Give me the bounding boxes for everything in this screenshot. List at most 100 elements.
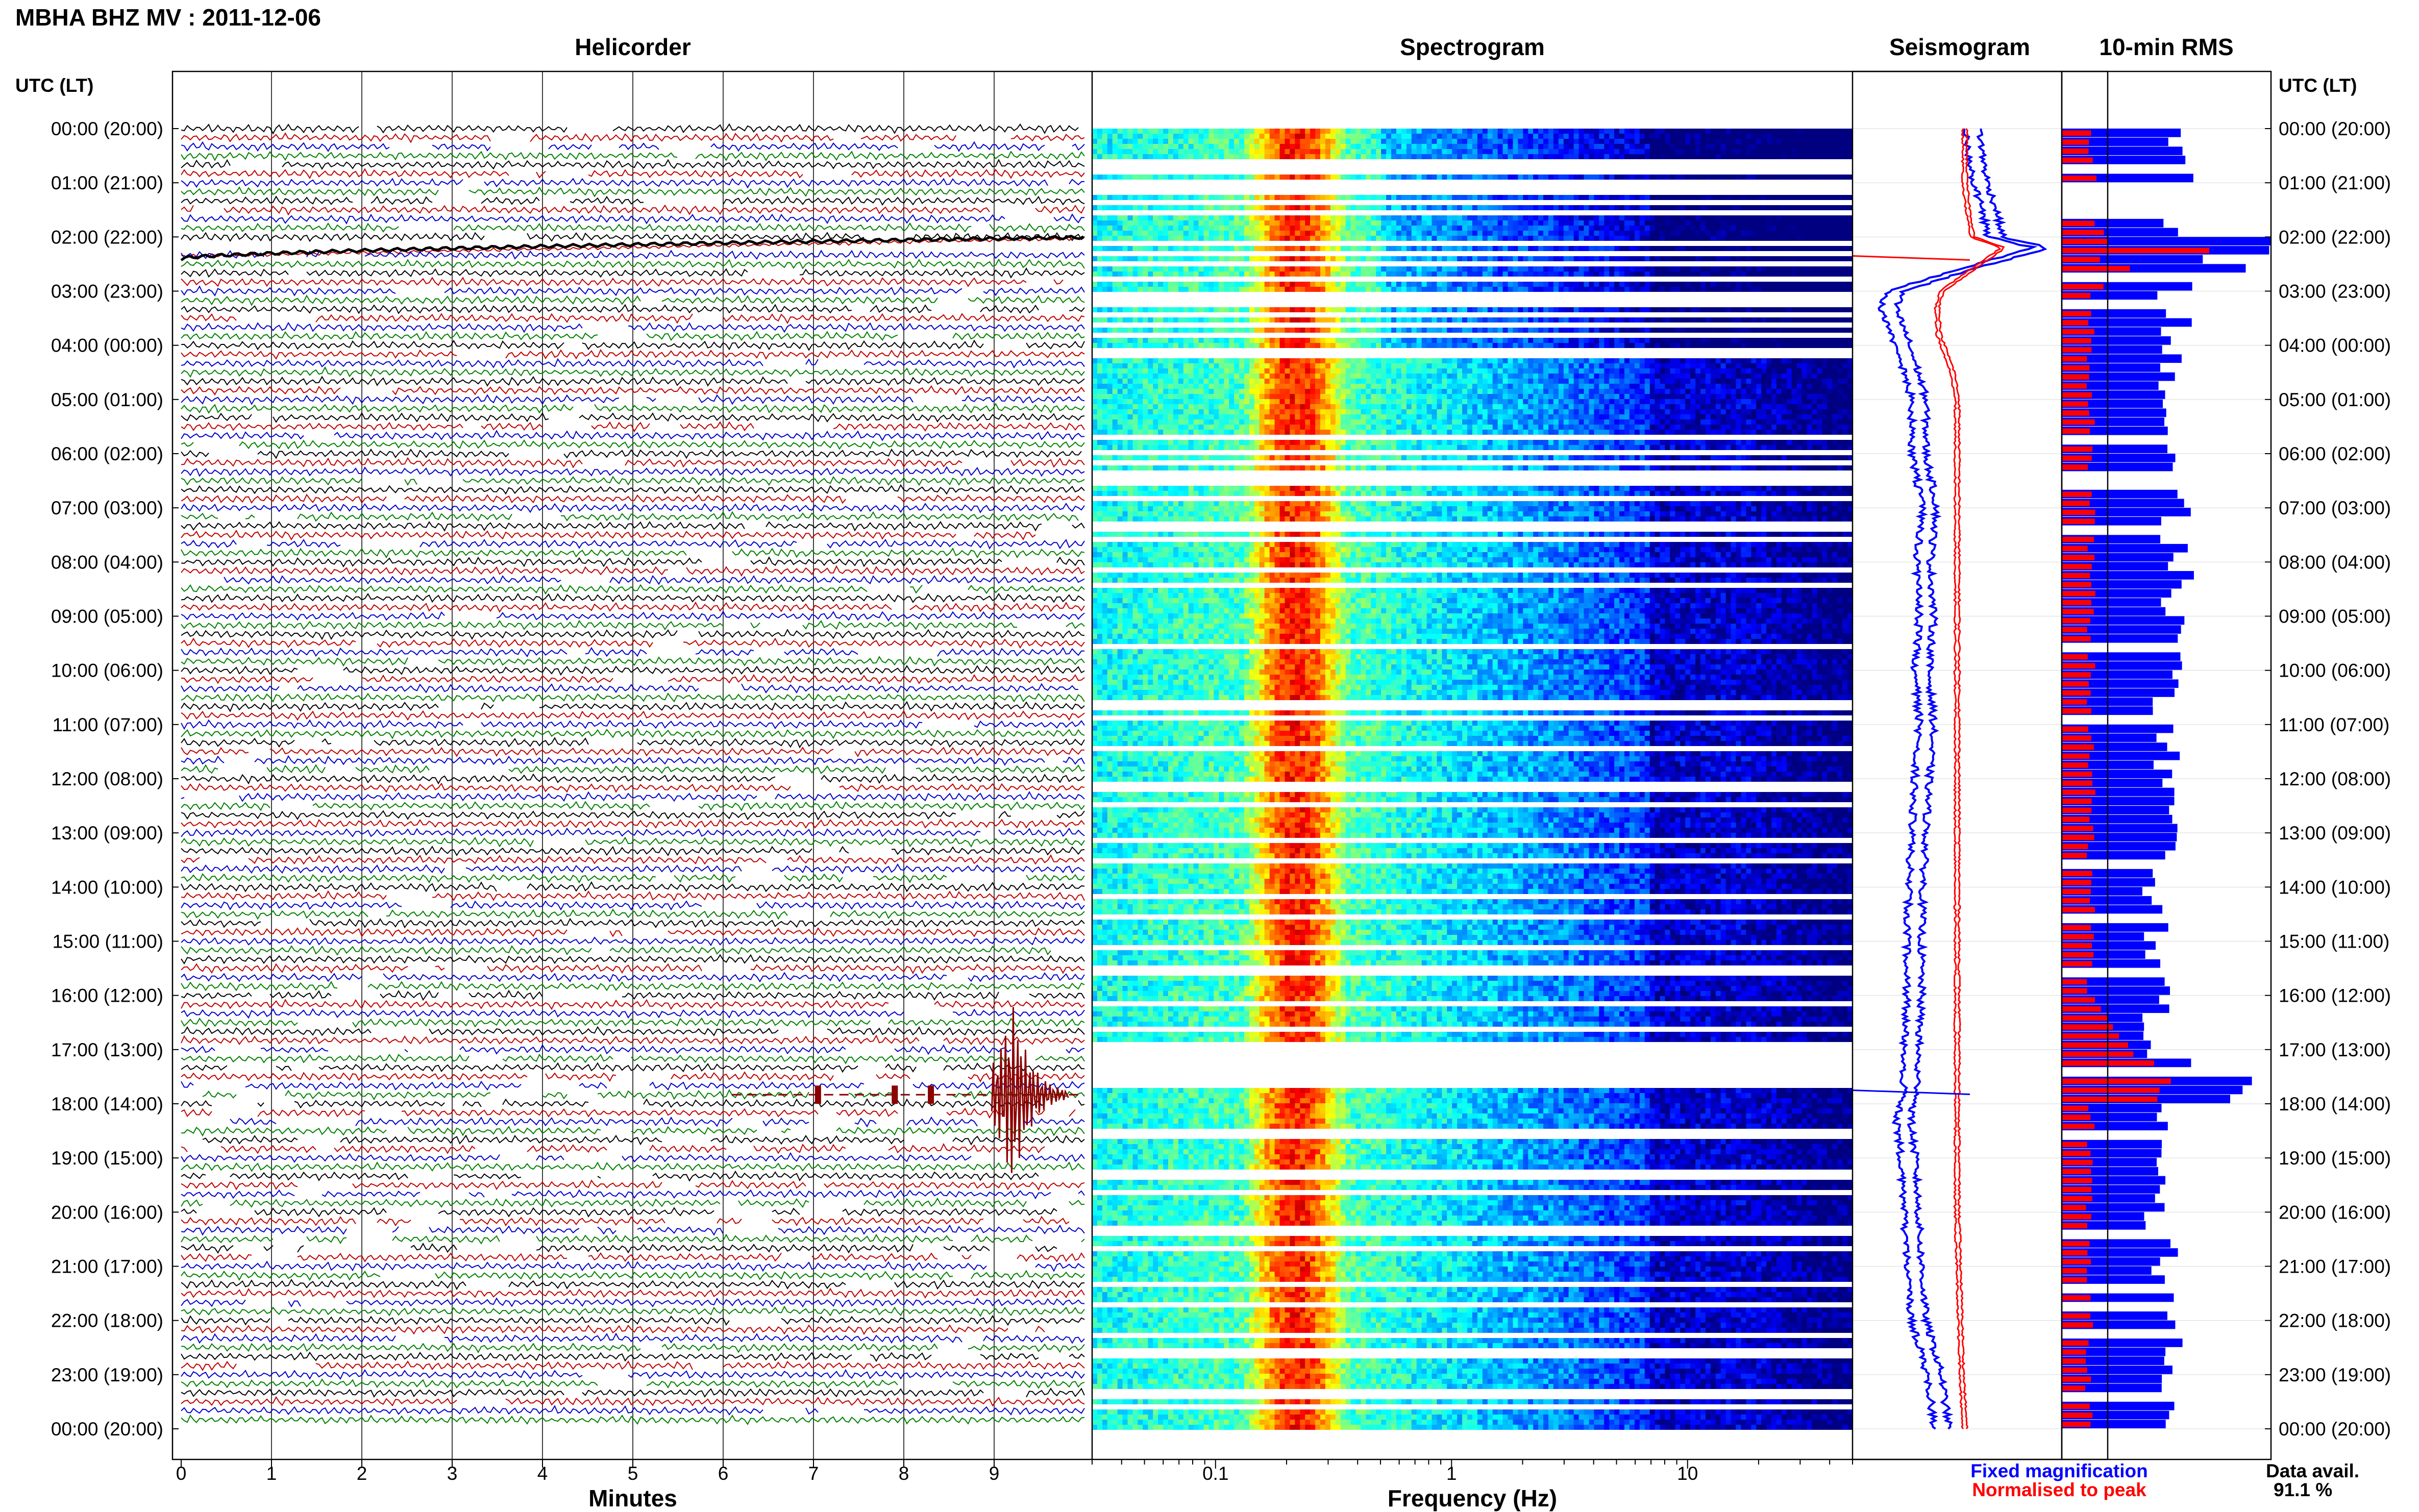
spectrogram-cell	[1523, 149, 1528, 154]
spectrogram-cell	[1143, 129, 1148, 134]
spectrogram-cell	[1559, 139, 1564, 144]
spectrogram-cell	[1782, 134, 1787, 139]
spectrogram-cell	[1249, 139, 1255, 144]
spectrogram-cell	[1822, 149, 1828, 154]
spectrogram-cell	[1766, 154, 1772, 159]
spectrogram-cell	[1792, 154, 1797, 159]
spectrogram-cell	[1189, 129, 1194, 134]
spectrogram-cell	[1533, 154, 1539, 159]
spectrogram-cell	[1113, 129, 1118, 134]
spectrogram-cell	[1655, 129, 1661, 134]
spectrogram-cell	[1842, 154, 1848, 159]
spectrogram-cell	[1275, 149, 1280, 154]
spectrogram-cell	[1123, 144, 1128, 149]
spectrogram-cell	[1199, 149, 1204, 154]
spectrogram-cell	[1290, 139, 1295, 144]
spectrogram-cell	[1401, 149, 1407, 154]
spectrogram-cell	[1234, 149, 1240, 154]
spectrogram-cell	[1523, 134, 1528, 139]
spectrogram-cell	[1594, 139, 1599, 144]
spectrogram-cell	[1746, 149, 1751, 154]
spectrogram-cell	[1706, 129, 1711, 134]
spectrogram-cell	[1138, 149, 1143, 154]
spectrogram-cell	[1807, 134, 1813, 139]
spectrogram-cell	[1158, 154, 1164, 159]
spectrogram-cell	[1341, 144, 1346, 149]
spectrogram-cell	[1244, 149, 1250, 154]
spectrogram-cell	[1721, 154, 1726, 159]
spectrogram-cell	[1254, 175, 1260, 180]
spectrogram-cell	[1614, 139, 1620, 144]
spectrogram-cell	[1280, 149, 1286, 154]
spectrogram-cell	[1721, 144, 1726, 149]
spectrogram-cell	[1832, 139, 1838, 144]
spectrogram-cell	[1604, 154, 1610, 159]
spectrogram-cell	[1123, 134, 1128, 139]
spectrogram-cell	[1447, 154, 1452, 159]
spectrogram-cell	[1650, 134, 1656, 139]
seismogram-title: Seismogram	[1889, 34, 2030, 60]
spectrogram-cell	[1325, 144, 1331, 149]
spectrogram-cell	[1660, 139, 1666, 144]
spectrogram-cell	[1128, 144, 1133, 149]
spectrogram-cell	[1178, 134, 1184, 139]
spectrogram-cell	[1239, 175, 1245, 180]
spectrogram-cell	[1305, 139, 1311, 144]
rms-title: 10-min RMS	[2099, 34, 2233, 60]
spectrogram-cell	[1244, 175, 1250, 180]
spectrogram-cell	[1209, 154, 1215, 159]
spectrogram-cell	[1300, 129, 1305, 134]
spectrogram-cell	[1543, 134, 1549, 139]
spectrogram-cell	[1594, 134, 1599, 139]
spectrogram-cell	[1107, 154, 1113, 159]
spectrogram-cell	[1756, 129, 1762, 134]
spectrogram-cell	[1224, 175, 1229, 180]
spectrogram-cell	[1214, 139, 1219, 144]
spectrogram-cell	[1766, 134, 1772, 139]
spectrogram-cell	[1624, 139, 1630, 144]
spectrogram-cell	[1640, 154, 1645, 159]
spectrogram-cell	[1564, 149, 1569, 154]
spectrogram-cell	[1508, 154, 1514, 159]
spectrogram-cell	[1756, 139, 1762, 144]
spectrogram-cell	[1574, 149, 1579, 154]
spectrogram-cell	[1280, 129, 1286, 134]
spectrogram-cell	[1118, 139, 1123, 144]
spectrogram-cell	[1726, 149, 1732, 154]
spectrogram-cell	[1670, 154, 1675, 159]
spectrogram-cell	[1128, 149, 1133, 154]
spectrogram-cell	[1736, 149, 1742, 154]
spectrogram-cell	[1285, 144, 1291, 149]
spectrogram-cell	[1670, 139, 1675, 144]
spectrogram-cell	[1766, 139, 1772, 144]
spectrogram-cell	[1538, 149, 1544, 154]
spectrogram-cell	[1630, 139, 1635, 144]
spectrogram-cell	[1630, 149, 1635, 154]
spectrogram-cell	[1336, 134, 1341, 139]
spectrogram-cell	[1239, 149, 1245, 154]
spectrogram-cell	[1736, 134, 1742, 139]
spectrogram-cell	[1457, 154, 1463, 159]
spectrogram-cell	[1320, 175, 1326, 180]
spectrogram-cell	[1325, 134, 1331, 139]
spectrogram-cell	[1706, 144, 1711, 149]
spectrogram-cell	[1214, 129, 1219, 134]
spectrogram-cell	[1097, 175, 1103, 180]
spectrogram-cell	[1391, 149, 1397, 154]
spectrogram-cell	[1214, 154, 1219, 159]
spectrogram-cell	[1432, 134, 1438, 139]
spectrogram-cell	[1635, 144, 1640, 149]
spectrogram-cell	[1346, 154, 1351, 159]
spectrogram-cell	[1711, 139, 1716, 144]
spectrogram-cell	[1766, 129, 1772, 134]
spectrogram-cell	[1341, 175, 1346, 180]
spectrogram-cell	[1472, 139, 1478, 144]
spectrogram-cell	[1107, 149, 1113, 154]
spectrogram-cell	[1731, 154, 1737, 159]
spectrogram-cell	[1564, 154, 1569, 159]
spectrogram-cell	[1604, 129, 1610, 134]
spectrogram-cell	[1229, 139, 1235, 144]
spectrogram-cell	[1467, 154, 1473, 159]
spectrogram-cell	[1315, 154, 1321, 159]
spectrogram-cell	[1290, 149, 1295, 154]
